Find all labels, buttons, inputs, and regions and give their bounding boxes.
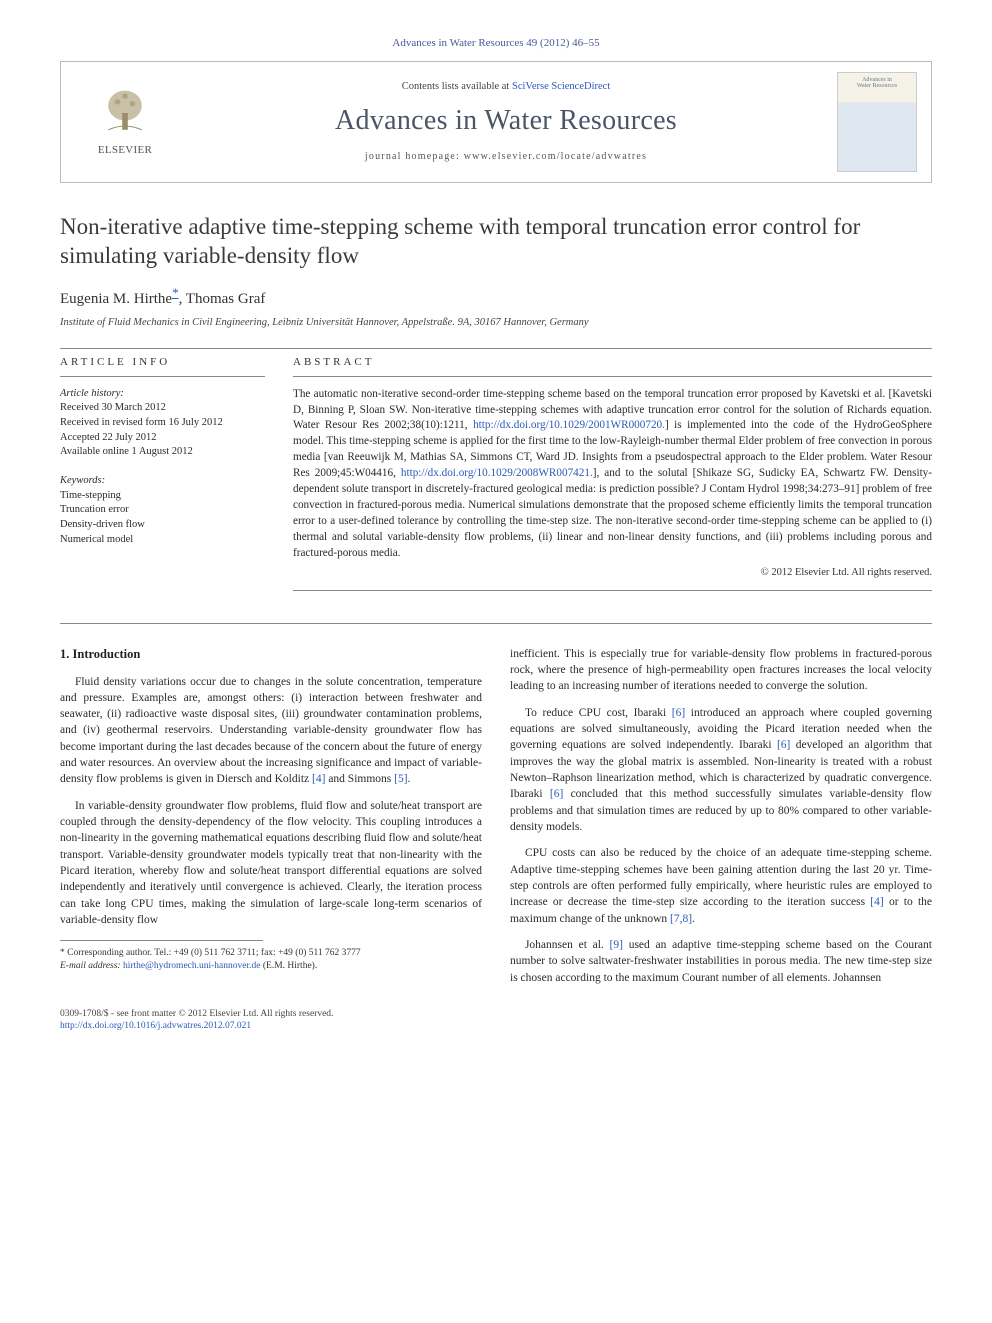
publisher-name: ELSEVIER — [98, 143, 152, 158]
keywords-block: Keywords: Time-stepping Truncation error… — [60, 474, 265, 547]
ref-link[interactable]: [5] — [394, 773, 407, 785]
homepage-url[interactable]: www.elsevier.com/locate/advwatres — [464, 151, 647, 162]
footnote-rule — [60, 940, 263, 941]
body-para: Johannsen et al. [9] used an adaptive ti… — [510, 937, 932, 986]
rule — [293, 376, 932, 377]
cover-label-2: Water Resources — [857, 83, 897, 90]
email-suffix: (E.M. Hirthe). — [260, 961, 317, 971]
text: CPU costs can also be reduced by the cho… — [510, 847, 932, 908]
author-2: , Thomas Graf — [179, 291, 266, 307]
keyword: Truncation error — [60, 503, 265, 518]
ref-link[interactable]: [6] — [550, 788, 563, 800]
keyword: Time-stepping — [60, 489, 265, 504]
history-revised: Received in revised form 16 July 2012 — [60, 416, 265, 431]
text: Fluid density variations occur due to ch… — [60, 676, 482, 786]
ref-link[interactable]: [4] — [312, 773, 325, 785]
author-1: Eugenia M. Hirthe — [60, 291, 172, 307]
text: Johannsen et al. — [525, 939, 610, 951]
rule — [293, 590, 932, 591]
doi-link[interactable]: http://dx.doi.org/10.1029/2001WR000720. — [473, 419, 665, 431]
ref-link[interactable]: [7,8] — [670, 913, 692, 925]
abstract-heading: ABSTRACT — [293, 355, 932, 370]
body-para: Fluid density variations occur due to ch… — [60, 674, 482, 788]
text: . — [692, 913, 695, 925]
article-history: Article history: Received 30 March 2012 … — [60, 387, 265, 460]
body-para: CPU costs can also be reduced by the cho… — [510, 845, 932, 927]
journal-masthead: ELSEVIER Contents lists available at Sci… — [60, 61, 932, 183]
info-abstract-row: ARTICLE INFO Article history: Received 3… — [60, 355, 932, 601]
email-label: E-mail address: — [60, 961, 123, 971]
history-accepted: Accepted 22 July 2012 — [60, 431, 265, 446]
text: . — [408, 773, 411, 785]
history-received: Received 30 March 2012 — [60, 401, 265, 416]
body-para: inefficient. This is especially true for… — [510, 646, 932, 695]
keyword: Density-driven flow — [60, 518, 265, 533]
article-info-column: ARTICLE INFO Article history: Received 3… — [60, 355, 265, 601]
rule — [60, 376, 265, 377]
footer-front-matter: 0309-1708/$ - see front matter © 2012 El… — [60, 1008, 932, 1020]
footnote-corr: Corresponding author. Tel.: +49 (0) 511 … — [65, 948, 361, 958]
homepage-prefix: journal homepage: — [365, 151, 464, 162]
journal-title: Advances in Water Resources — [175, 102, 837, 140]
publisher-block: ELSEVIER — [75, 85, 175, 158]
section-1-heading: 1. Introduction — [60, 646, 482, 664]
keyword: Numerical model — [60, 533, 265, 548]
footer-doi-link[interactable]: http://dx.doi.org/10.1016/j.advwatres.20… — [60, 1021, 251, 1031]
body-para: To reduce CPU cost, Ibaraki [6] introduc… — [510, 705, 932, 836]
body-para: In variable-density groundwater flow pro… — [60, 798, 482, 929]
masthead-center: Contents lists available at SciVerse Sci… — [175, 80, 837, 163]
rule — [60, 623, 932, 624]
copyright-line: © 2012 Elsevier Ltd. All rights reserved… — [293, 566, 932, 580]
contents-line: Contents lists available at SciVerse Sci… — [175, 80, 837, 94]
article-body: 1. Introduction Fluid density variations… — [60, 646, 932, 986]
journal-homepage-line: journal homepage: www.elsevier.com/locat… — [175, 150, 837, 164]
contents-prefix: Contents lists available at — [402, 81, 512, 92]
doi-link[interactable]: http://dx.doi.org/10.1029/2008WR007421. — [401, 467, 593, 479]
abs-seg: ], and to the solutal [Shikaze SG, Sudic… — [293, 467, 932, 559]
elsevier-tree-icon — [97, 85, 153, 141]
history-online: Available online 1 August 2012 — [60, 445, 265, 460]
corresponding-footnote: * Corresponding author. Tel.: +49 (0) 51… — [60, 947, 482, 973]
article-info-heading: ARTICLE INFO — [60, 355, 265, 370]
text: To reduce CPU cost, Ibaraki — [525, 707, 672, 719]
history-head: Article history: — [60, 387, 265, 402]
rule — [60, 348, 932, 349]
author-list: Eugenia M. Hirthe*, Thomas Graf — [60, 284, 932, 309]
ref-link[interactable]: [9] — [610, 939, 623, 951]
sciencedirect-link[interactable]: SciVerse ScienceDirect — [512, 81, 610, 92]
email-link[interactable]: hirthe@hydromech.uni-hannover.de — [123, 961, 261, 971]
journal-cover-thumb: Advances in Water Resources — [837, 72, 917, 172]
abstract-column: ABSTRACT The automatic non-iterative sec… — [293, 355, 932, 601]
keywords-head: Keywords: — [60, 474, 265, 489]
article-title: Non-iterative adaptive time-stepping sch… — [60, 213, 932, 271]
header-citation: Advances in Water Resources 49 (2012) 46… — [60, 36, 932, 51]
text: concluded that this method successfully … — [510, 788, 932, 833]
abstract-text: The automatic non-iterative second-order… — [293, 387, 932, 562]
ref-link[interactable]: [4] — [870, 896, 883, 908]
ref-link[interactable]: [6] — [672, 707, 685, 719]
ref-link[interactable]: [6] — [777, 739, 790, 751]
page-footer: 0309-1708/$ - see front matter © 2012 El… — [60, 1008, 932, 1033]
author-affiliation: Institute of Fluid Mechanics in Civil En… — [60, 316, 932, 330]
cover-label-1: Advances in — [862, 77, 892, 84]
text: and Simmons — [325, 773, 394, 785]
